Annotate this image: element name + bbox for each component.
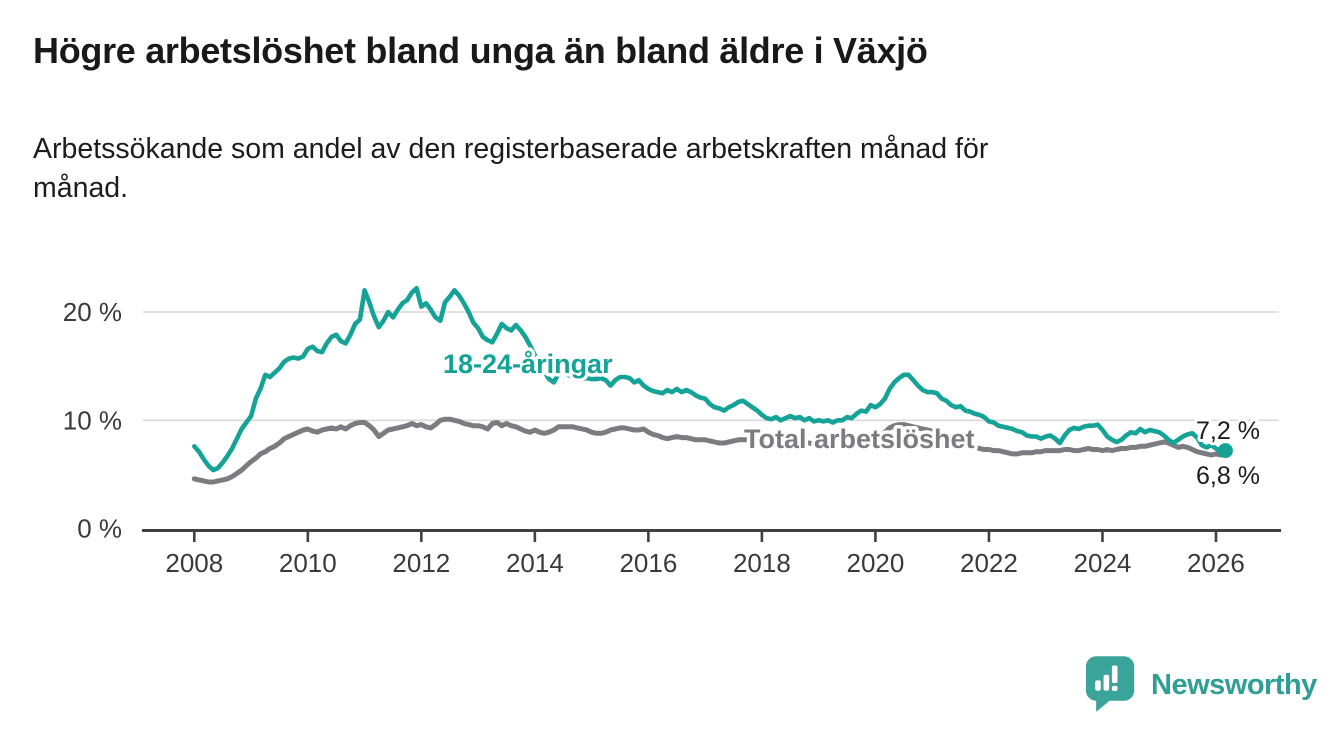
- y-axis-labels: 0 % 10 % 20 %: [63, 297, 122, 544]
- y-tick-label: 10 %: [63, 405, 122, 435]
- x-axis-labels: 2008 2010 2012 2014 2016 2018 2020 2022 2024 2026: [165, 548, 1245, 578]
- newsworthy-logo-icon: [1085, 656, 1135, 712]
- total-end-value-label: 6,8 %: [1196, 462, 1260, 490]
- gridlines: [143, 311, 1279, 422]
- x-tick-label: 2022: [960, 548, 1018, 578]
- x-tick-label: 2014: [506, 548, 564, 578]
- x-tick-label: 2020: [846, 548, 904, 578]
- total-unemployment-line: [191, 416, 1228, 485]
- x-tick-label: 2018: [733, 548, 791, 578]
- newsworthy-logo-text: Newsworthy: [1151, 668, 1317, 701]
- subtitle-line-2: månad.: [33, 172, 129, 205]
- x-tick-label: 2010: [279, 548, 337, 578]
- x-tick-label: 2026: [1187, 548, 1245, 578]
- x-axis-ticks: [193, 532, 1218, 542]
- newsworthy-logo: Newsworthy: [1085, 654, 1317, 716]
- page-title: Högre arbetslöshet bland unga än bland ä…: [33, 30, 928, 71]
- x-tick-label: 2016: [619, 548, 677, 578]
- y-tick-label: 20 %: [63, 297, 122, 327]
- x-tick-label: 2012: [392, 548, 450, 578]
- y-tick-label: 0 %: [77, 514, 122, 544]
- x-tick-label: 2024: [1074, 548, 1132, 578]
- total-series-label: Total arbetslöshet: [744, 424, 975, 454]
- x-tick-label: 2008: [165, 548, 223, 578]
- youth-end-value-label: 7,2 %: [1196, 417, 1260, 445]
- youth-series-label: 18-24-åringar: [443, 349, 613, 379]
- youth-unemployment-line: [192, 285, 1228, 473]
- subtitle-line-1: Arbetssökande som andel av den registerb…: [33, 133, 989, 165]
- youth-endpoint-dot: [1217, 443, 1233, 459]
- chart-subtitle: Arbetssökande som andel av den registerb…: [33, 130, 988, 209]
